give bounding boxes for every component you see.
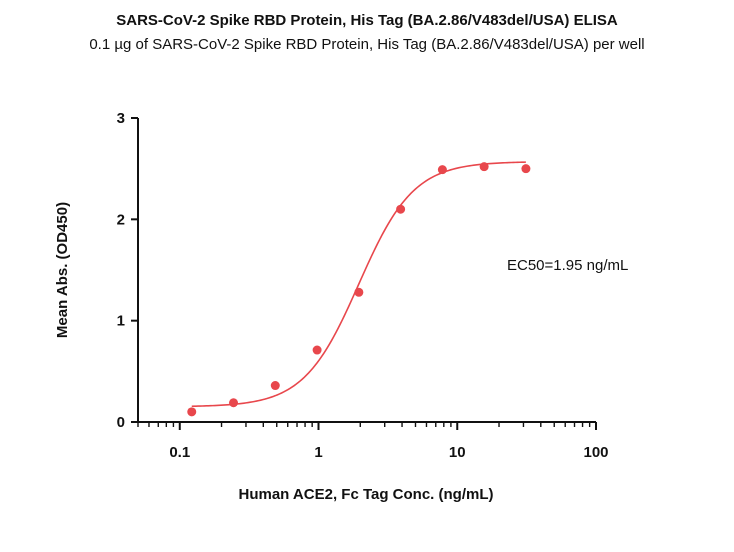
data-point [312,345,322,355]
data-point [479,162,489,172]
y-axis-title: Mean Abs. (OD450) [54,202,71,338]
ec50-annotation: EC50=1.95 ng/mL [507,257,628,274]
chart-title: SARS-CoV-2 Spike RBD Protein, His Tag (B… [116,12,618,29]
chart-subtitle: 0.1 µg of SARS-CoV-2 Spike RBD Protein, … [89,36,645,53]
data-points [187,162,531,417]
x-axis-ticks: 0.1 1 10 100 [137,422,609,461]
data-point [270,381,280,391]
y-axis-ticks: 0 1 2 3 [117,110,138,431]
y-tick-label: 0 [117,414,125,431]
y-tick-label: 1 [117,313,125,330]
fit-curve [191,161,526,408]
x-tick-label: 10 [449,444,466,461]
data-point [437,165,447,175]
x-tick-label: 0.1 [169,444,190,461]
data-point [521,164,531,174]
x-axis-title: Human ACE2, Fc Tag Conc. (ng/mL) [238,486,493,503]
data-point [354,287,364,297]
y-tick-label: 2 [117,211,125,228]
y-tick-label: 3 [117,110,125,127]
x-tick-label: 100 [583,444,608,461]
x-tick-label: 1 [314,444,322,461]
data-point [229,398,239,408]
data-point [396,204,406,214]
data-point [187,407,197,417]
